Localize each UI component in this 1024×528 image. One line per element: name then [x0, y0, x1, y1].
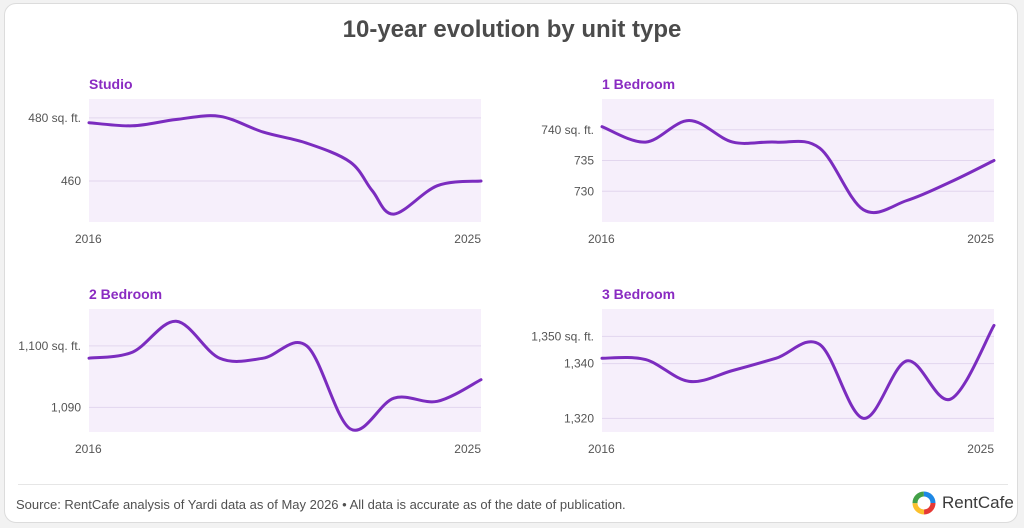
y-tick-label: 1,100 sq. ft. [18, 339, 81, 353]
panel-title: 1 Bedroom [602, 76, 675, 92]
rentcafe-logo-icon [912, 491, 936, 515]
x-tick-label: 2016 [588, 442, 615, 456]
y-tick-label: 1,350 sq. ft. [531, 329, 594, 343]
x-tick-label: 2025 [454, 232, 481, 246]
series-line [87, 319, 483, 432]
x-tick-label: 2016 [75, 232, 102, 246]
series-line [600, 119, 996, 215]
y-tick-label: 1,340 [564, 357, 594, 371]
x-tick-label: 2016 [588, 232, 615, 246]
page-title: 10-year evolution by unit type [342, 16, 682, 43]
y-tick-label: 480 sq. ft. [28, 111, 81, 125]
plot-background [89, 309, 481, 432]
y-tick-label: 740 sq. ft. [541, 123, 594, 137]
y-tick-label: 735 [574, 154, 594, 168]
x-tick-label: 2025 [967, 232, 994, 246]
plot-background [602, 309, 994, 432]
series-line [87, 114, 483, 216]
y-tick-label: 1,320 [564, 411, 594, 425]
chart-card [4, 3, 1018, 523]
x-tick-label: 2025 [967, 442, 994, 456]
brand-name: RentCafe [942, 493, 1014, 512]
x-tick-label: 2025 [454, 442, 481, 456]
source-note: Source: RentCafe analysis of Yardi data … [16, 497, 626, 512]
footer-divider [18, 484, 1008, 485]
brand-logo: RentCafe [912, 491, 1014, 515]
panel-title: 2 Bedroom [89, 286, 162, 302]
x-tick-label: 2016 [75, 442, 102, 456]
panel-title: 3 Bedroom [602, 286, 675, 302]
panel-title: Studio [89, 76, 133, 92]
y-tick-label: 1,090 [51, 400, 81, 414]
y-tick-label: 460 [61, 174, 81, 188]
series-line [600, 323, 996, 420]
y-tick-label: 730 [574, 184, 594, 198]
